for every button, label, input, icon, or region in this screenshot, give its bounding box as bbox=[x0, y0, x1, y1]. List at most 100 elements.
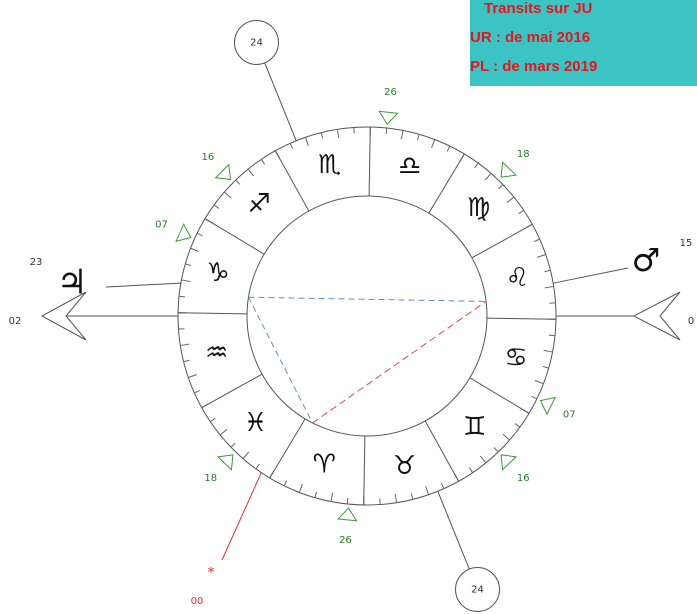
legend-box bbox=[470, 0, 697, 86]
sign-glyph: ♎ bbox=[398, 152, 421, 182]
inner-circle bbox=[246, 195, 488, 437]
degree-tick bbox=[185, 263, 192, 267]
planet-glyph: ♃ bbox=[57, 263, 87, 303]
sign-divider bbox=[469, 377, 530, 414]
degree-tick bbox=[235, 179, 241, 185]
transit-marker bbox=[500, 161, 518, 178]
axis-label: 0 bbox=[688, 316, 694, 327]
degree-tick bbox=[498, 184, 504, 190]
degree-tick bbox=[416, 134, 420, 141]
degree-tick bbox=[183, 359, 190, 363]
degree-tick bbox=[531, 395, 538, 400]
degree-tick bbox=[514, 423, 521, 428]
degree-tick bbox=[518, 209, 524, 215]
sign-glyph: ♏ bbox=[318, 150, 341, 180]
degree-tick bbox=[544, 269, 551, 273]
sign-glyph: ♍ bbox=[467, 193, 490, 223]
point-glyph: * bbox=[208, 565, 215, 581]
degree-tick bbox=[260, 159, 266, 165]
degree-tick bbox=[410, 493, 414, 500]
degree-tick bbox=[242, 451, 250, 459]
sign-divider bbox=[486, 317, 556, 320]
degree-tick bbox=[542, 365, 549, 369]
degree-tick bbox=[289, 143, 294, 150]
planet-degree: 15 bbox=[680, 238, 693, 249]
degree-tick bbox=[346, 497, 349, 505]
degree-tick bbox=[493, 447, 499, 453]
degree-tick bbox=[213, 204, 220, 209]
transit-label: 18 bbox=[204, 473, 217, 484]
house-label: 24 bbox=[471, 585, 484, 596]
transit-marker bbox=[378, 110, 399, 125]
house-circle bbox=[455, 567, 501, 613]
axis-label: 02 bbox=[9, 316, 22, 327]
degree-tick bbox=[534, 380, 544, 385]
transit-marker bbox=[539, 396, 557, 416]
sign-glyph: ♈ bbox=[313, 449, 336, 479]
sign-glyph: ♑ bbox=[206, 258, 229, 288]
sign-divider bbox=[424, 420, 460, 482]
degree-tick bbox=[304, 137, 309, 146]
degree-tick bbox=[180, 343, 190, 347]
transit-label: 26 bbox=[384, 87, 397, 98]
degree-tick bbox=[283, 480, 288, 487]
degree-tick bbox=[474, 162, 479, 169]
degree-tick bbox=[247, 168, 255, 177]
mc-axis bbox=[437, 491, 470, 570]
sign-divider bbox=[269, 418, 306, 479]
sign-glyph: ♒ bbox=[205, 338, 228, 368]
dsc-arrow bbox=[632, 291, 681, 341]
transit-marker bbox=[175, 223, 192, 242]
sign-glyph: ♊ bbox=[463, 412, 486, 442]
degree-tick bbox=[400, 130, 404, 140]
transit-label: 18 bbox=[517, 149, 530, 160]
degree-tick bbox=[431, 139, 436, 149]
transit-label: 16 bbox=[517, 473, 530, 484]
degree-tick bbox=[425, 486, 430, 495]
degree-tick bbox=[320, 132, 324, 139]
planet-glyph: ♂ bbox=[632, 241, 661, 279]
sign-glyph: ♐ bbox=[248, 189, 271, 219]
degree-tick bbox=[181, 279, 191, 283]
house-circle bbox=[233, 19, 279, 65]
degree-tick bbox=[330, 492, 334, 502]
sign-glyph: ♉ bbox=[393, 451, 416, 481]
sign-divider bbox=[428, 153, 465, 214]
transit-label: 26 bbox=[339, 535, 352, 546]
sign-divider bbox=[201, 373, 263, 409]
degree-tick bbox=[394, 493, 398, 503]
sign-divider bbox=[204, 218, 265, 255]
transit-label: 07 bbox=[563, 410, 576, 421]
planet-degree: 23 bbox=[30, 257, 43, 268]
sign-divider bbox=[274, 150, 310, 212]
degree-tick bbox=[224, 191, 232, 199]
degree-tick bbox=[479, 455, 487, 464]
degree-tick bbox=[336, 129, 340, 139]
sign-divider bbox=[471, 223, 533, 259]
legend-line: PL : de mars 2019 bbox=[470, 58, 597, 75]
degree-tick bbox=[196, 232, 203, 237]
jupiter-line bbox=[105, 282, 181, 288]
mc-axis bbox=[264, 62, 297, 141]
degree-tick bbox=[502, 433, 510, 441]
transit-label: 16 bbox=[202, 152, 215, 163]
degree-tick bbox=[210, 417, 216, 423]
degree-tick bbox=[298, 483, 303, 493]
degree-tick bbox=[468, 467, 474, 473]
chart-body: ♌ ♍ ♎ ♏ ♐ ♑ ♒ ♓ ♈ ♉ ♊ ♋ 02 0 24 24 ♃ 23 ♂ 15 * 00 26 18 16 07 07 16… bbox=[9, 0, 697, 613]
point-degree: 00 bbox=[191, 596, 204, 607]
sign-divider bbox=[368, 127, 371, 197]
degree-tick bbox=[178, 295, 186, 298]
legend-line: UR : de mai 2016 bbox=[470, 29, 590, 46]
degree-tick bbox=[440, 482, 445, 489]
sign-glyph: ♓ bbox=[244, 408, 267, 438]
degree-tick bbox=[544, 285, 554, 289]
sign-glyph: ♌ bbox=[506, 263, 529, 293]
degree-tick bbox=[219, 428, 228, 436]
degree-tick bbox=[446, 145, 451, 152]
degree-tick bbox=[188, 374, 197, 379]
transit-label: 07 bbox=[155, 219, 168, 230]
degree-tick bbox=[484, 173, 492, 181]
aspect-line bbox=[312, 300, 487, 424]
house-label: 24 bbox=[250, 37, 263, 48]
